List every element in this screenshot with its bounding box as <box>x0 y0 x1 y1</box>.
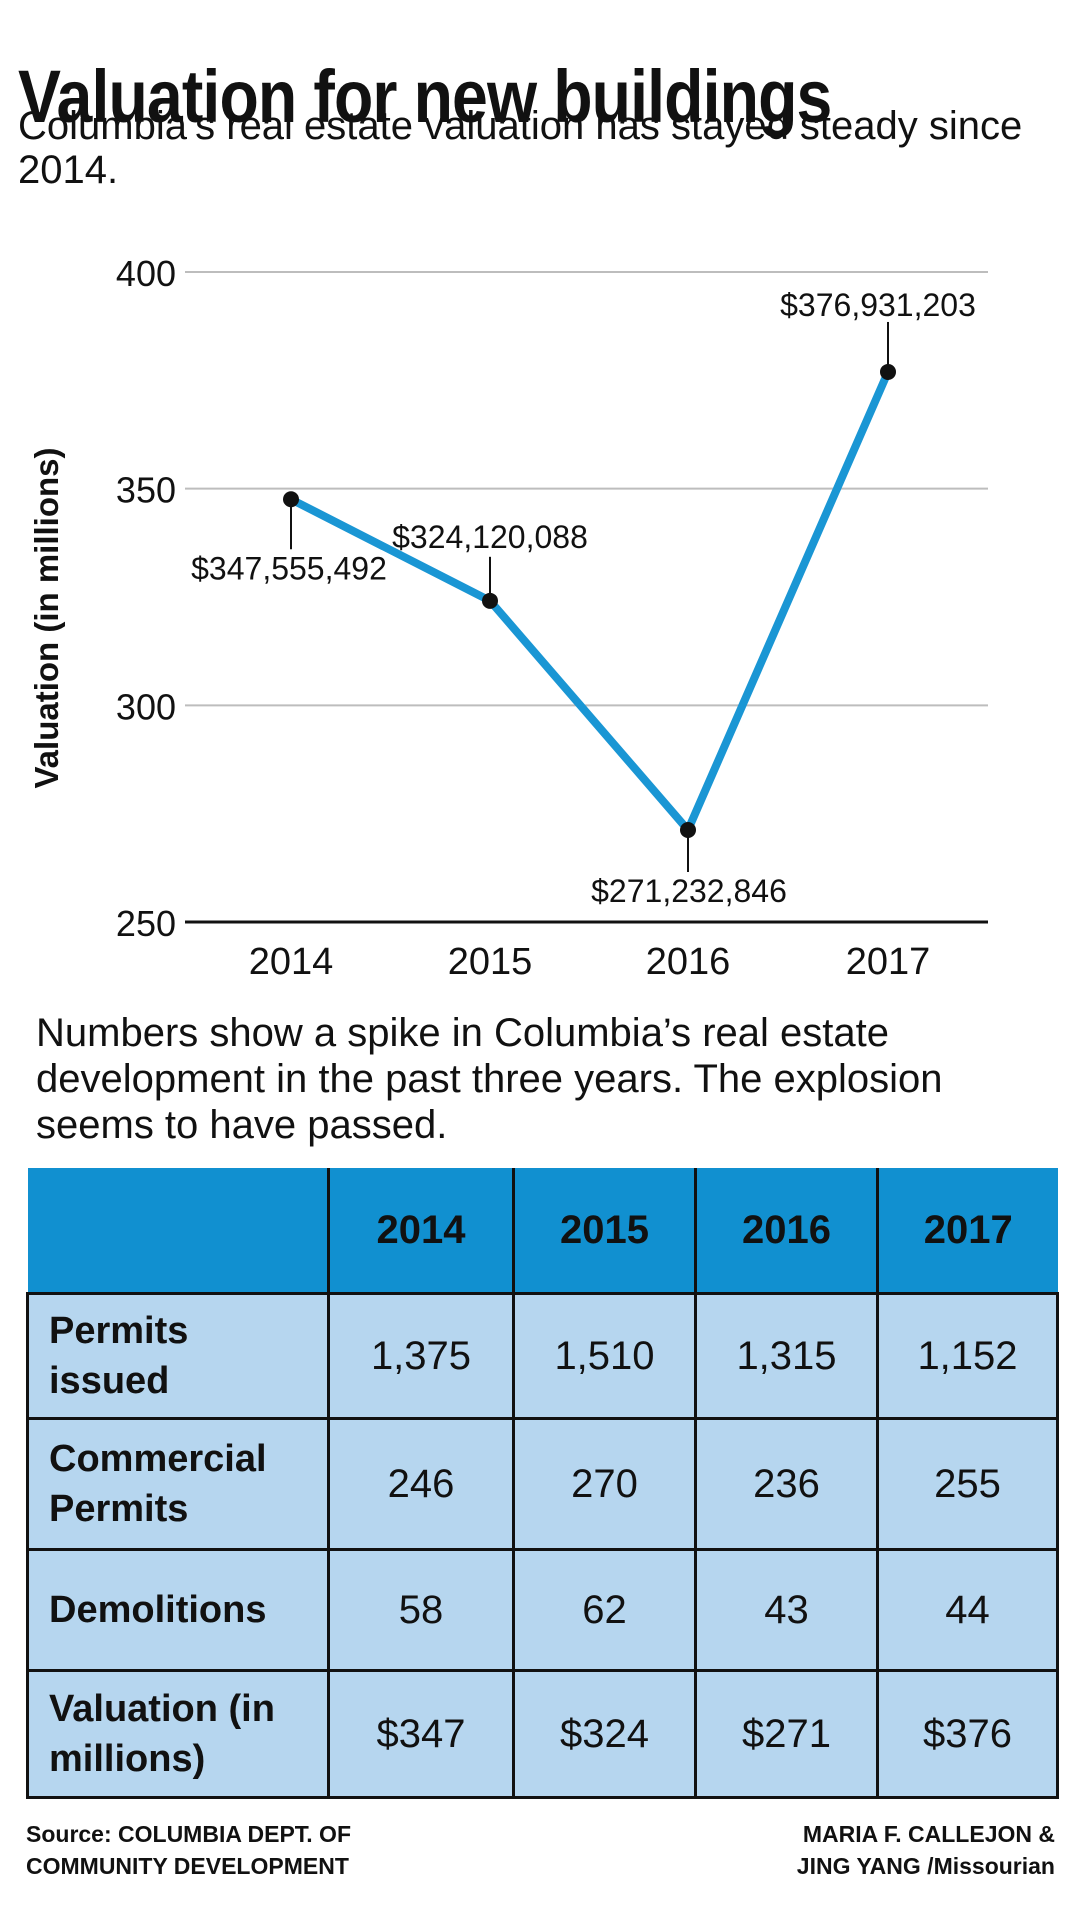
data-points <box>283 363 896 838</box>
source-line: COMMUNITY DEVELOPMENT <box>26 1853 349 1879</box>
data-point <box>482 592 498 609</box>
table-cell: 255 <box>876 1417 1059 1551</box>
table-header-corner <box>27 1168 330 1295</box>
table-cell: 58 <box>327 1548 515 1672</box>
table-header-row: 2014 2015 2016 2017 <box>27 1168 1058 1295</box>
row-label: Commercial Permits <box>26 1417 330 1551</box>
y-tick-label: 400 <box>116 253 176 294</box>
table-row: Valuation (in millions) $347 $324 $271 $… <box>26 1669 1059 1799</box>
table-cell: 1,375 <box>327 1292 515 1420</box>
data-label: $324,120,088 <box>392 519 588 555</box>
table-header-cell: 2016 <box>694 1168 879 1295</box>
source-note: Source: COLUMBIA DEPT. OF COMMUNITY DEVE… <box>26 1818 351 1882</box>
x-tick-labels: 2014 2015 2016 2017 <box>249 941 931 983</box>
credit-line: MARIA F. CALLEJON & <box>802 1821 1055 1847</box>
data-point <box>680 821 696 838</box>
table-cell: 1,510 <box>512 1292 697 1420</box>
y-tick-label: 350 <box>116 470 176 511</box>
data-point <box>283 491 299 508</box>
x-tick-label: 2017 <box>846 941 931 983</box>
y-tick-label: 300 <box>116 686 176 727</box>
row-label: Valuation (in millions) <box>26 1669 330 1799</box>
table-header-cell: 2014 <box>327 1168 515 1295</box>
table-header-cell: 2017 <box>876 1168 1058 1295</box>
x-tick-label: 2014 <box>249 941 334 983</box>
label-leaders <box>290 321 889 872</box>
data-label: $271,232,846 <box>591 873 787 909</box>
row-label: Permits issued <box>26 1292 330 1420</box>
table-cell: $271 <box>694 1669 879 1799</box>
table-cell: $324 <box>512 1669 697 1799</box>
table-cell: 43 <box>694 1548 879 1672</box>
table-row: Demolitions 58 62 43 44 <box>26 1548 1059 1672</box>
table-cell: $347 <box>327 1669 515 1799</box>
table-cell: 62 <box>512 1548 697 1672</box>
table-row: Commercial Permits 246 270 236 255 <box>26 1417 1059 1551</box>
table-cell: $376 <box>876 1669 1059 1799</box>
y-tick-labels: 250 300 350 400 <box>116 253 176 944</box>
table-cell: 1,315 <box>694 1292 879 1420</box>
data-point <box>880 363 896 380</box>
data-label: $347,555,492 <box>191 550 387 586</box>
table-header-cell: 2015 <box>512 1168 697 1295</box>
table-cell: 44 <box>876 1548 1059 1672</box>
subtitle: Columbia’s real estate valuation has sta… <box>18 104 1023 192</box>
page-title: Valuation for new buildings <box>18 54 832 138</box>
source-line: Source: COLUMBIA DEPT. OF <box>26 1821 351 1847</box>
table-cell: 246 <box>327 1417 515 1551</box>
gridlines <box>185 271 988 924</box>
table-cell: 1,152 <box>876 1292 1059 1420</box>
series-line-path <box>287 367 892 834</box>
data-table: 2014 2015 2016 2017 Permits issued 1,375… <box>26 1168 1059 1799</box>
line-chart: 250 300 350 400 2014 2015 2016 2017 $347,555,4… <box>28 253 988 983</box>
x-tick-label: 2016 <box>646 941 731 983</box>
table-row: Permits issued 1,375 1,510 1,315 1,152 <box>26 1292 1059 1420</box>
table-cell: 270 <box>512 1417 697 1551</box>
table-cell: 236 <box>694 1417 879 1551</box>
credit-line: JING YANG /Missourian <box>796 1853 1055 1879</box>
series-line <box>287 367 892 834</box>
credit-note: MARIA F. CALLEJON & JING YANG /Missouria… <box>797 1818 1055 1882</box>
x-tick-label: 2015 <box>448 941 533 983</box>
y-axis-label: Valuation (in millions) <box>28 447 65 788</box>
row-label: Demolitions <box>26 1548 330 1672</box>
description-text: Numbers show a spike in Columbia’s real … <box>36 1011 943 1147</box>
y-tick-label: 250 <box>116 903 176 944</box>
data-labels: $347,555,492$324,120,088 $271,232,846 $376… <box>191 287 976 909</box>
data-label: $376,931,203 <box>780 287 976 323</box>
